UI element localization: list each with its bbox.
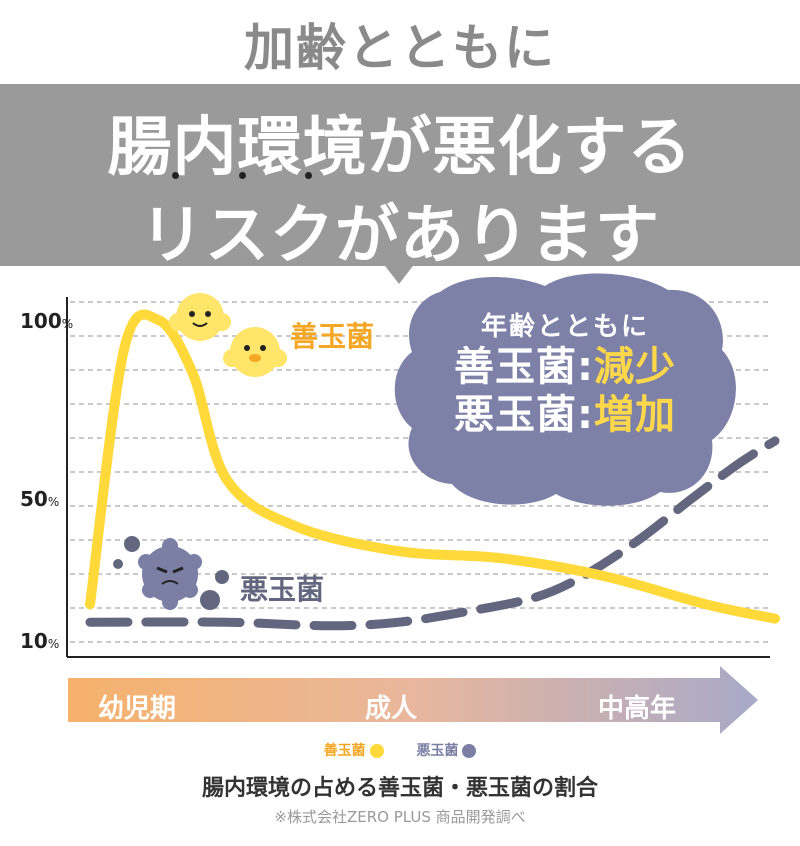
good-bacteria-line — [85, 309, 780, 624]
emphasis-dot — [305, 172, 312, 179]
source-note: ※株式会社ZERO PLUS 商品開発調べ — [274, 808, 526, 826]
callout-subtitle: 年齢とともに — [480, 312, 649, 342]
callout-text: 年齢とともに 善玉菌:減少 悪玉菌:増加 — [430, 306, 700, 439]
chart-caption: 腸内環境の占める善玉菌・悪玉菌の割合 — [201, 776, 598, 801]
bad-bacteria-particle — [200, 590, 220, 610]
good-bacteria-icon — [369, 744, 384, 758]
bad-bacteria-particle — [215, 570, 229, 584]
bad-series-label: 悪玉菌 — [240, 573, 324, 606]
headline-line-2: リスクがあります — [140, 199, 660, 273]
y-tick-label: 10% — [20, 629, 59, 653]
legend-good: 善玉菌 — [324, 743, 384, 759]
y-tick-label: 100% — [20, 309, 73, 333]
callout-good-row: 善玉菌:減少 — [430, 343, 700, 391]
timeline-stage-infant: 幼児期 — [98, 694, 177, 724]
bad-bacteria-line — [85, 436, 780, 631]
legend-bad: 悪玉菌 — [416, 743, 477, 759]
headline-banner — [0, 84, 800, 266]
good-bacteria-character — [223, 327, 287, 377]
emphasis-dot — [239, 172, 246, 179]
bad-bacteria-character — [138, 538, 202, 610]
age-timeline-arrow — [68, 666, 758, 734]
bad-bacteria-particle — [113, 559, 123, 569]
timeline-stage-senior: 中高年 — [598, 694, 677, 724]
bad-bacteria-particle — [124, 536, 140, 552]
page-title: 加齢とともに — [244, 19, 556, 77]
callout-bad-value: 増加 — [594, 392, 676, 438]
y-tick-label: 50% — [20, 487, 59, 511]
timeline-stage-adult: 成人 — [365, 694, 418, 724]
callout-good-label: 善玉菌: — [454, 344, 594, 390]
callout-good-value: 減少 — [594, 344, 676, 390]
good-bacteria-character — [169, 293, 231, 341]
good-series-label: 善玉菌 — [290, 320, 374, 353]
headline-line-1: 腸内環境が悪化する — [107, 111, 693, 185]
banner-pointer — [382, 262, 416, 284]
legend-bad-label: 悪玉菌 — [416, 743, 459, 759]
callout-bad-label: 悪玉菌: — [454, 392, 594, 438]
y-tick-labels: 100% 50% 10% — [20, 309, 73, 653]
bad-bacteria-icon — [462, 744, 477, 758]
callout-cloud — [394, 273, 736, 506]
emphasis-dot — [172, 172, 179, 179]
legend-good-label: 善玉菌 — [323, 743, 366, 759]
chart: 100% 50% 10% 善玉菌 悪玉菌 — [20, 262, 780, 734]
chart-legend: 善玉菌 悪玉菌 — [0, 740, 800, 760]
callout-bad-row: 悪玉菌:増加 — [430, 391, 700, 439]
